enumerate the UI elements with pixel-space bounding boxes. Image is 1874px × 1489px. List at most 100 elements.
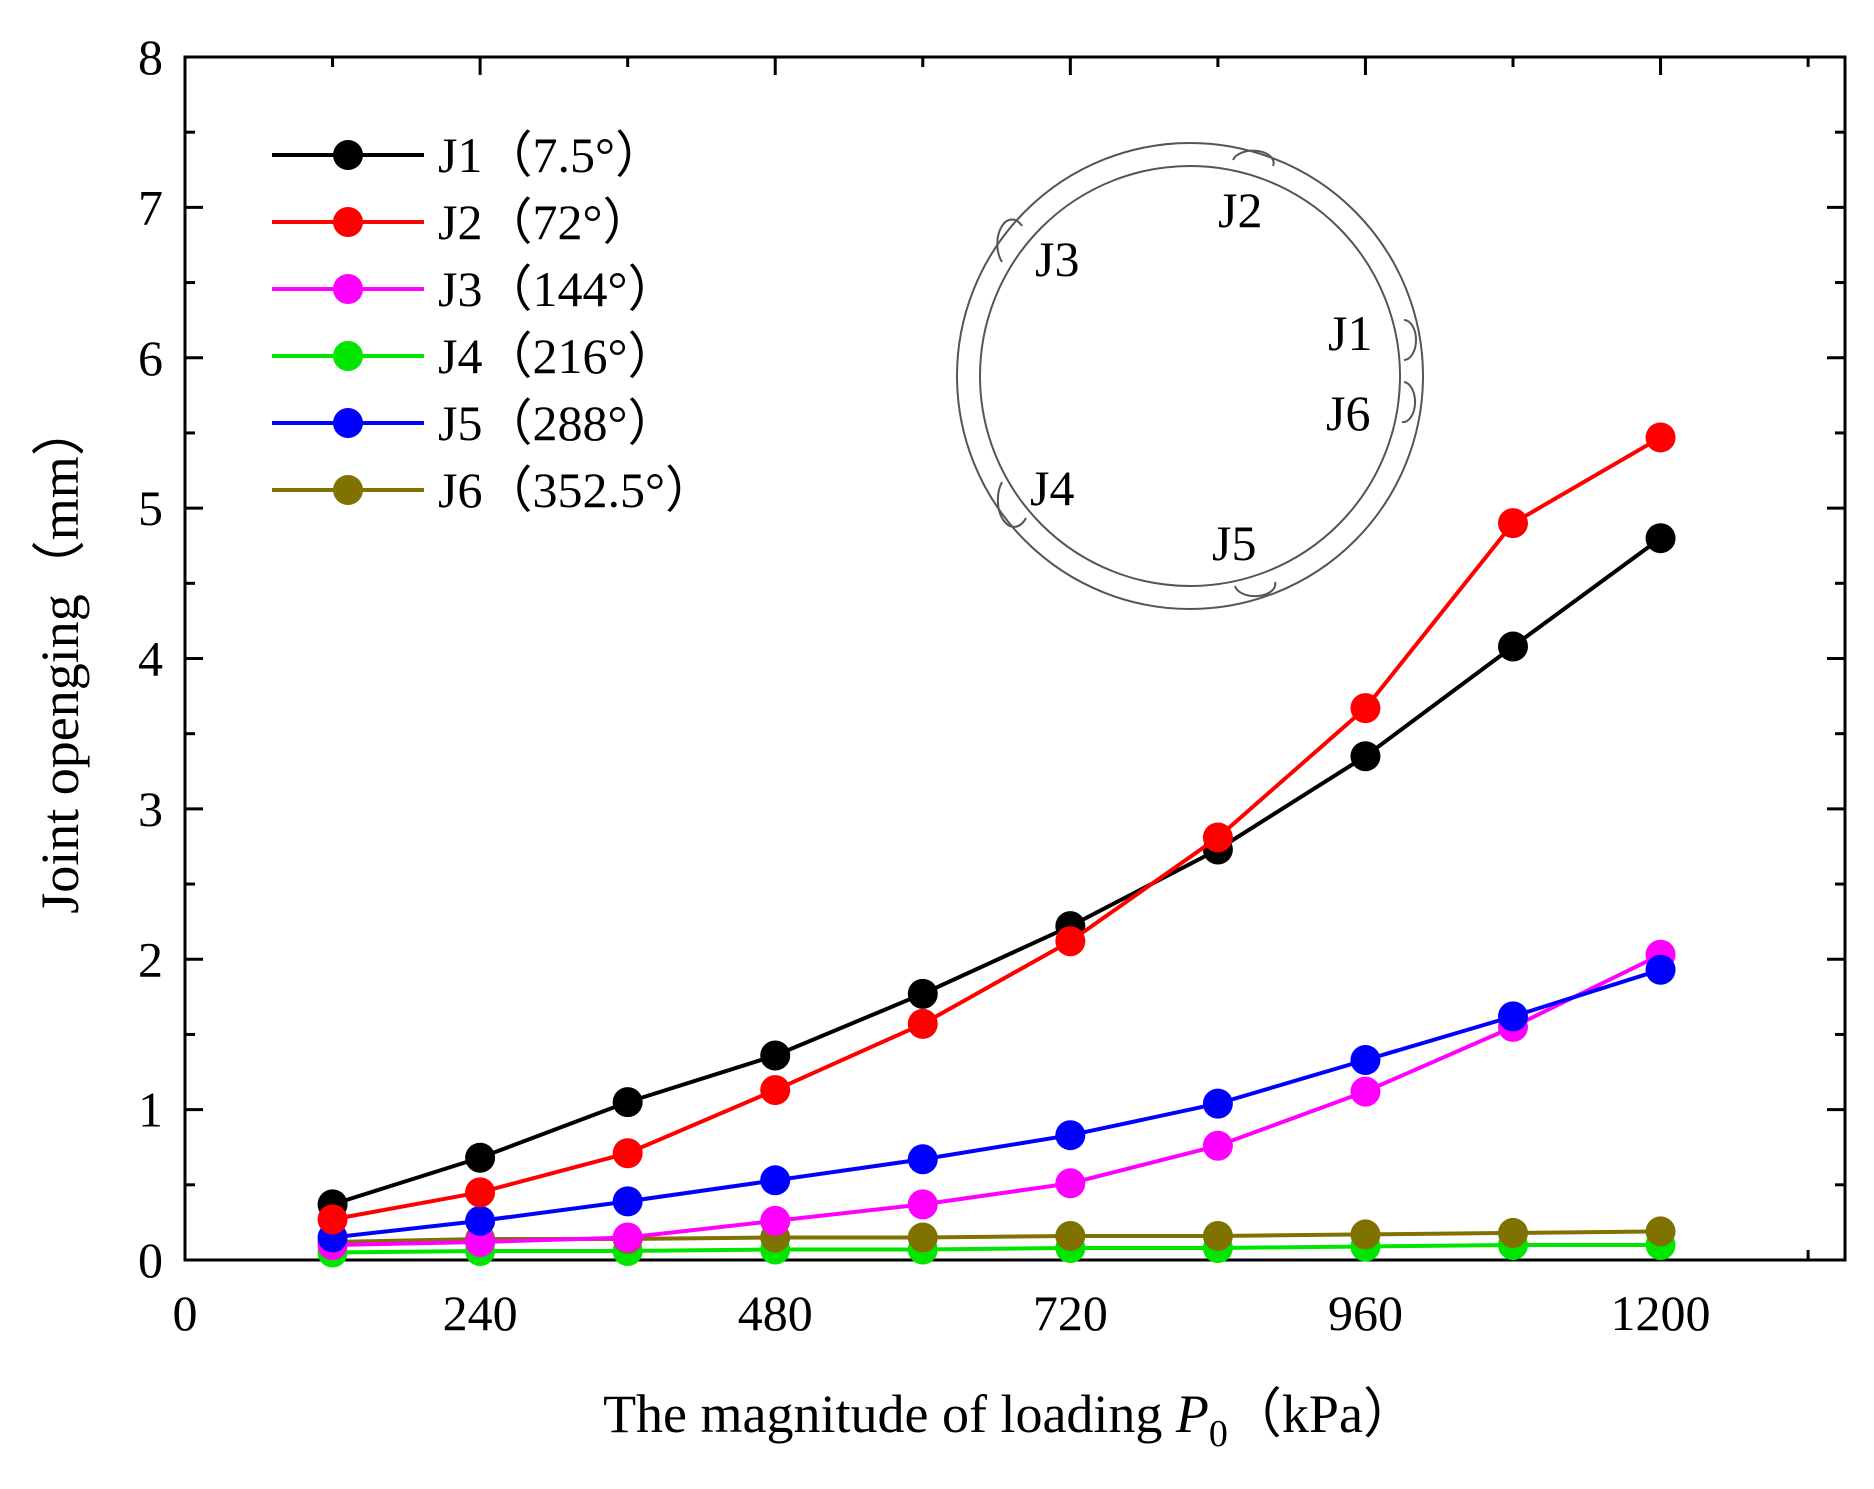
data-point xyxy=(612,1087,643,1118)
series-line xyxy=(331,536,1662,1207)
plot-frame xyxy=(183,55,1847,1262)
legend-marker xyxy=(333,475,363,505)
y-tick-label: 4 xyxy=(138,631,163,687)
series-2 xyxy=(317,422,1676,1235)
y-tick-label: 1 xyxy=(138,1082,163,1138)
legend-label: J1（7.5°） xyxy=(438,127,665,183)
legend-item: J1（7.5°） xyxy=(272,127,665,183)
x-axis-title-text: The magnitude of loading xyxy=(603,1384,1176,1444)
axis-ticks xyxy=(183,55,1845,1262)
data-point xyxy=(465,1177,496,1208)
data-point xyxy=(1645,1216,1676,1247)
inset-label-j2: J2 xyxy=(1218,182,1262,238)
data-point xyxy=(1498,631,1528,662)
series-line xyxy=(332,435,1662,1222)
x-tick-label: 960 xyxy=(1328,1285,1403,1341)
tick-labels: 0 240 480 720 960 1200 0 1 2 3 4 5 6 7 8 xyxy=(138,29,1711,1341)
inset-label-j5: J5 xyxy=(1212,515,1256,571)
data-point xyxy=(760,1075,791,1106)
joint-mark-j3 xyxy=(996,218,1023,263)
legend-label: J4（216°） xyxy=(438,328,677,384)
data-point xyxy=(1202,1088,1233,1119)
data-point xyxy=(907,978,938,1009)
data-point xyxy=(1055,1120,1086,1151)
data-point xyxy=(1645,422,1676,453)
data-point xyxy=(907,1222,938,1253)
data-point xyxy=(1350,1219,1381,1250)
y-axis-title: Joint openging（mm） xyxy=(30,402,90,914)
x-axis-title: The magnitude of loading P0（kPa） xyxy=(603,1384,1417,1455)
data-point xyxy=(1645,523,1676,554)
legend: J1（7.5°） J2（72°） J3（144°） J4（216°） J5（288°） J… xyxy=(272,127,715,518)
series-layer xyxy=(317,422,1676,1268)
legend-item: J5（288°） xyxy=(272,395,677,451)
x-tick-label: 720 xyxy=(1033,1285,1108,1341)
inset-label-j6: J6 xyxy=(1326,385,1370,441)
legend-marker xyxy=(333,274,363,304)
data-point xyxy=(1645,954,1676,985)
joint-mark-j2 xyxy=(1232,149,1275,167)
data-point xyxy=(465,1226,496,1257)
data-point xyxy=(760,1165,791,1196)
inset-label-j1: J1 xyxy=(1328,305,1372,361)
data-point xyxy=(1498,1217,1528,1248)
data-point xyxy=(760,1040,791,1071)
ring-outer xyxy=(956,142,1424,610)
data-point xyxy=(1055,1168,1086,1199)
data-point xyxy=(1350,1076,1381,1107)
data-point xyxy=(1202,1220,1233,1251)
series-5 xyxy=(317,954,1676,1253)
data-point xyxy=(907,1008,938,1039)
y-tick-label: 3 xyxy=(138,781,163,837)
legend-marker xyxy=(333,341,363,371)
data-point xyxy=(1350,1045,1381,1076)
legend-label: J5（288°） xyxy=(438,395,677,451)
series-line xyxy=(332,967,1662,1240)
data-point xyxy=(1498,1001,1528,1032)
legend-label: J2（72°） xyxy=(438,194,652,250)
data-point xyxy=(612,1138,643,1169)
legend-label: J6（352.5°） xyxy=(438,462,715,518)
x-tick-label: 480 xyxy=(738,1285,813,1341)
inset-label-j3: J3 xyxy=(1035,231,1079,287)
legend-marker xyxy=(333,140,363,170)
legend-label: J3（144°） xyxy=(438,261,677,317)
joint-mark-j4 xyxy=(996,481,1027,528)
legend-item: J4（216°） xyxy=(272,328,677,384)
data-point xyxy=(465,1205,496,1236)
series-line xyxy=(332,1242,1661,1255)
ring-schematic-inset: J2 J3 J1 J6 J4 J5 xyxy=(956,142,1424,610)
y-tick-label: 2 xyxy=(138,931,163,987)
x-axis-title-symbol: P xyxy=(1175,1384,1209,1444)
x-axis-title-unit: （kPa） xyxy=(1228,1384,1417,1444)
legend-item: J6（352.5°） xyxy=(272,462,715,518)
data-point xyxy=(612,1222,643,1253)
joint-mark-j1 xyxy=(1403,319,1417,361)
y-tick-label: 8 xyxy=(138,29,163,85)
series-3 xyxy=(317,939,1676,1260)
data-point xyxy=(317,1204,348,1235)
data-point xyxy=(907,1189,938,1220)
data-point xyxy=(760,1205,791,1236)
data-point xyxy=(1498,508,1528,539)
legend-item: J3（144°） xyxy=(272,261,677,317)
y-tick-label: 7 xyxy=(138,179,163,235)
data-point xyxy=(1202,1130,1233,1161)
ring-inner xyxy=(979,165,1401,587)
data-point xyxy=(465,1142,496,1173)
x-axis-title-subscript: 0 xyxy=(1209,1413,1228,1455)
joint-mark-j5 xyxy=(1234,581,1277,598)
data-point xyxy=(1350,741,1381,772)
data-point xyxy=(907,1144,938,1175)
series-1 xyxy=(317,523,1676,1220)
y-tick-label: 0 xyxy=(138,1232,163,1288)
data-point xyxy=(612,1186,643,1217)
series-line xyxy=(332,952,1662,1247)
data-point xyxy=(1055,926,1086,957)
y-tick-label: 6 xyxy=(138,330,163,386)
x-tick-label: 1200 xyxy=(1611,1285,1711,1341)
legend-marker xyxy=(333,408,363,438)
x-tick-label: 0 xyxy=(173,1285,198,1341)
data-point xyxy=(1350,693,1381,724)
